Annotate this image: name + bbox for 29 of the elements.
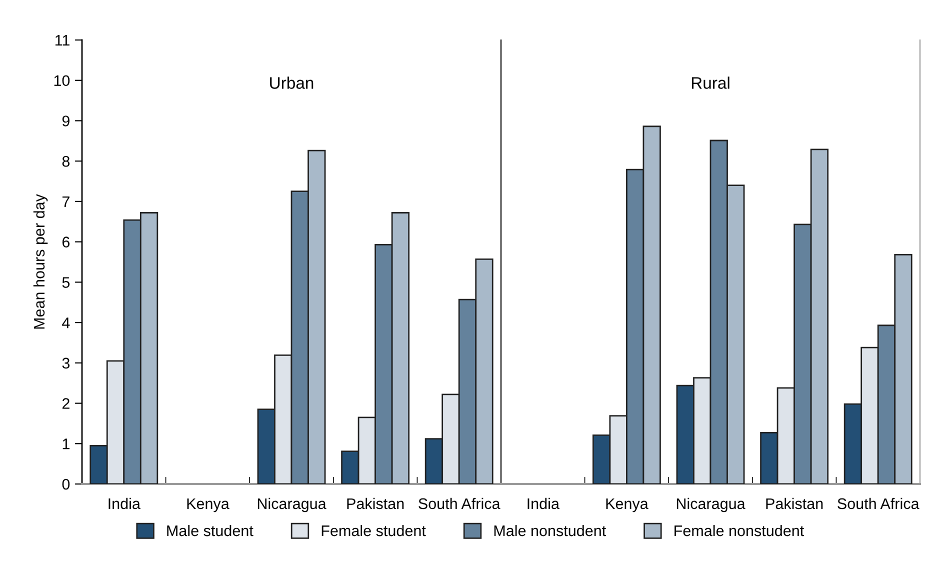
y-tick-label: 11 [55,35,70,46]
y-tick-label: 10 [54,75,70,86]
legend-label: Male nonstudent [494,524,606,536]
legend-label: Male student [167,524,254,536]
legend-label: Female student [322,524,426,536]
x-tick-label: Nicaragua [676,498,746,512]
y-axis-title: Mean hours per day [33,194,48,329]
x-tick-label: Kenya [187,498,230,512]
x-tick-label: Pakistan [347,498,404,510]
y-tick-label: 3 [62,358,70,369]
y-tick-label: 8 [62,156,70,167]
legend-label: Female nonstudent [674,524,804,536]
text: Urban [270,76,314,89]
y-tick-label: 1 [62,438,70,450]
y-tick-label: 2 [62,398,70,409]
x-tick-label: Nicaragua [258,498,326,512]
x-tick-label: Kenya [606,498,648,512]
text: Rural [692,76,730,89]
y-tick-label: 4 [62,318,70,328]
x-tick-label: India [108,498,140,510]
x-tick-label: India [528,498,560,510]
x-tick-label: South Africa [838,498,920,510]
y-tick-label: 0 [62,478,70,490]
y-tick-label: 6 [62,236,70,248]
y-tick-label: 5 [62,277,70,288]
x-tick-label: South Africa [418,498,500,510]
y-tick-label: 7 [62,196,70,207]
x-tick-label: Pakistan [766,498,823,510]
y-tick-label: 9 [62,116,70,126]
